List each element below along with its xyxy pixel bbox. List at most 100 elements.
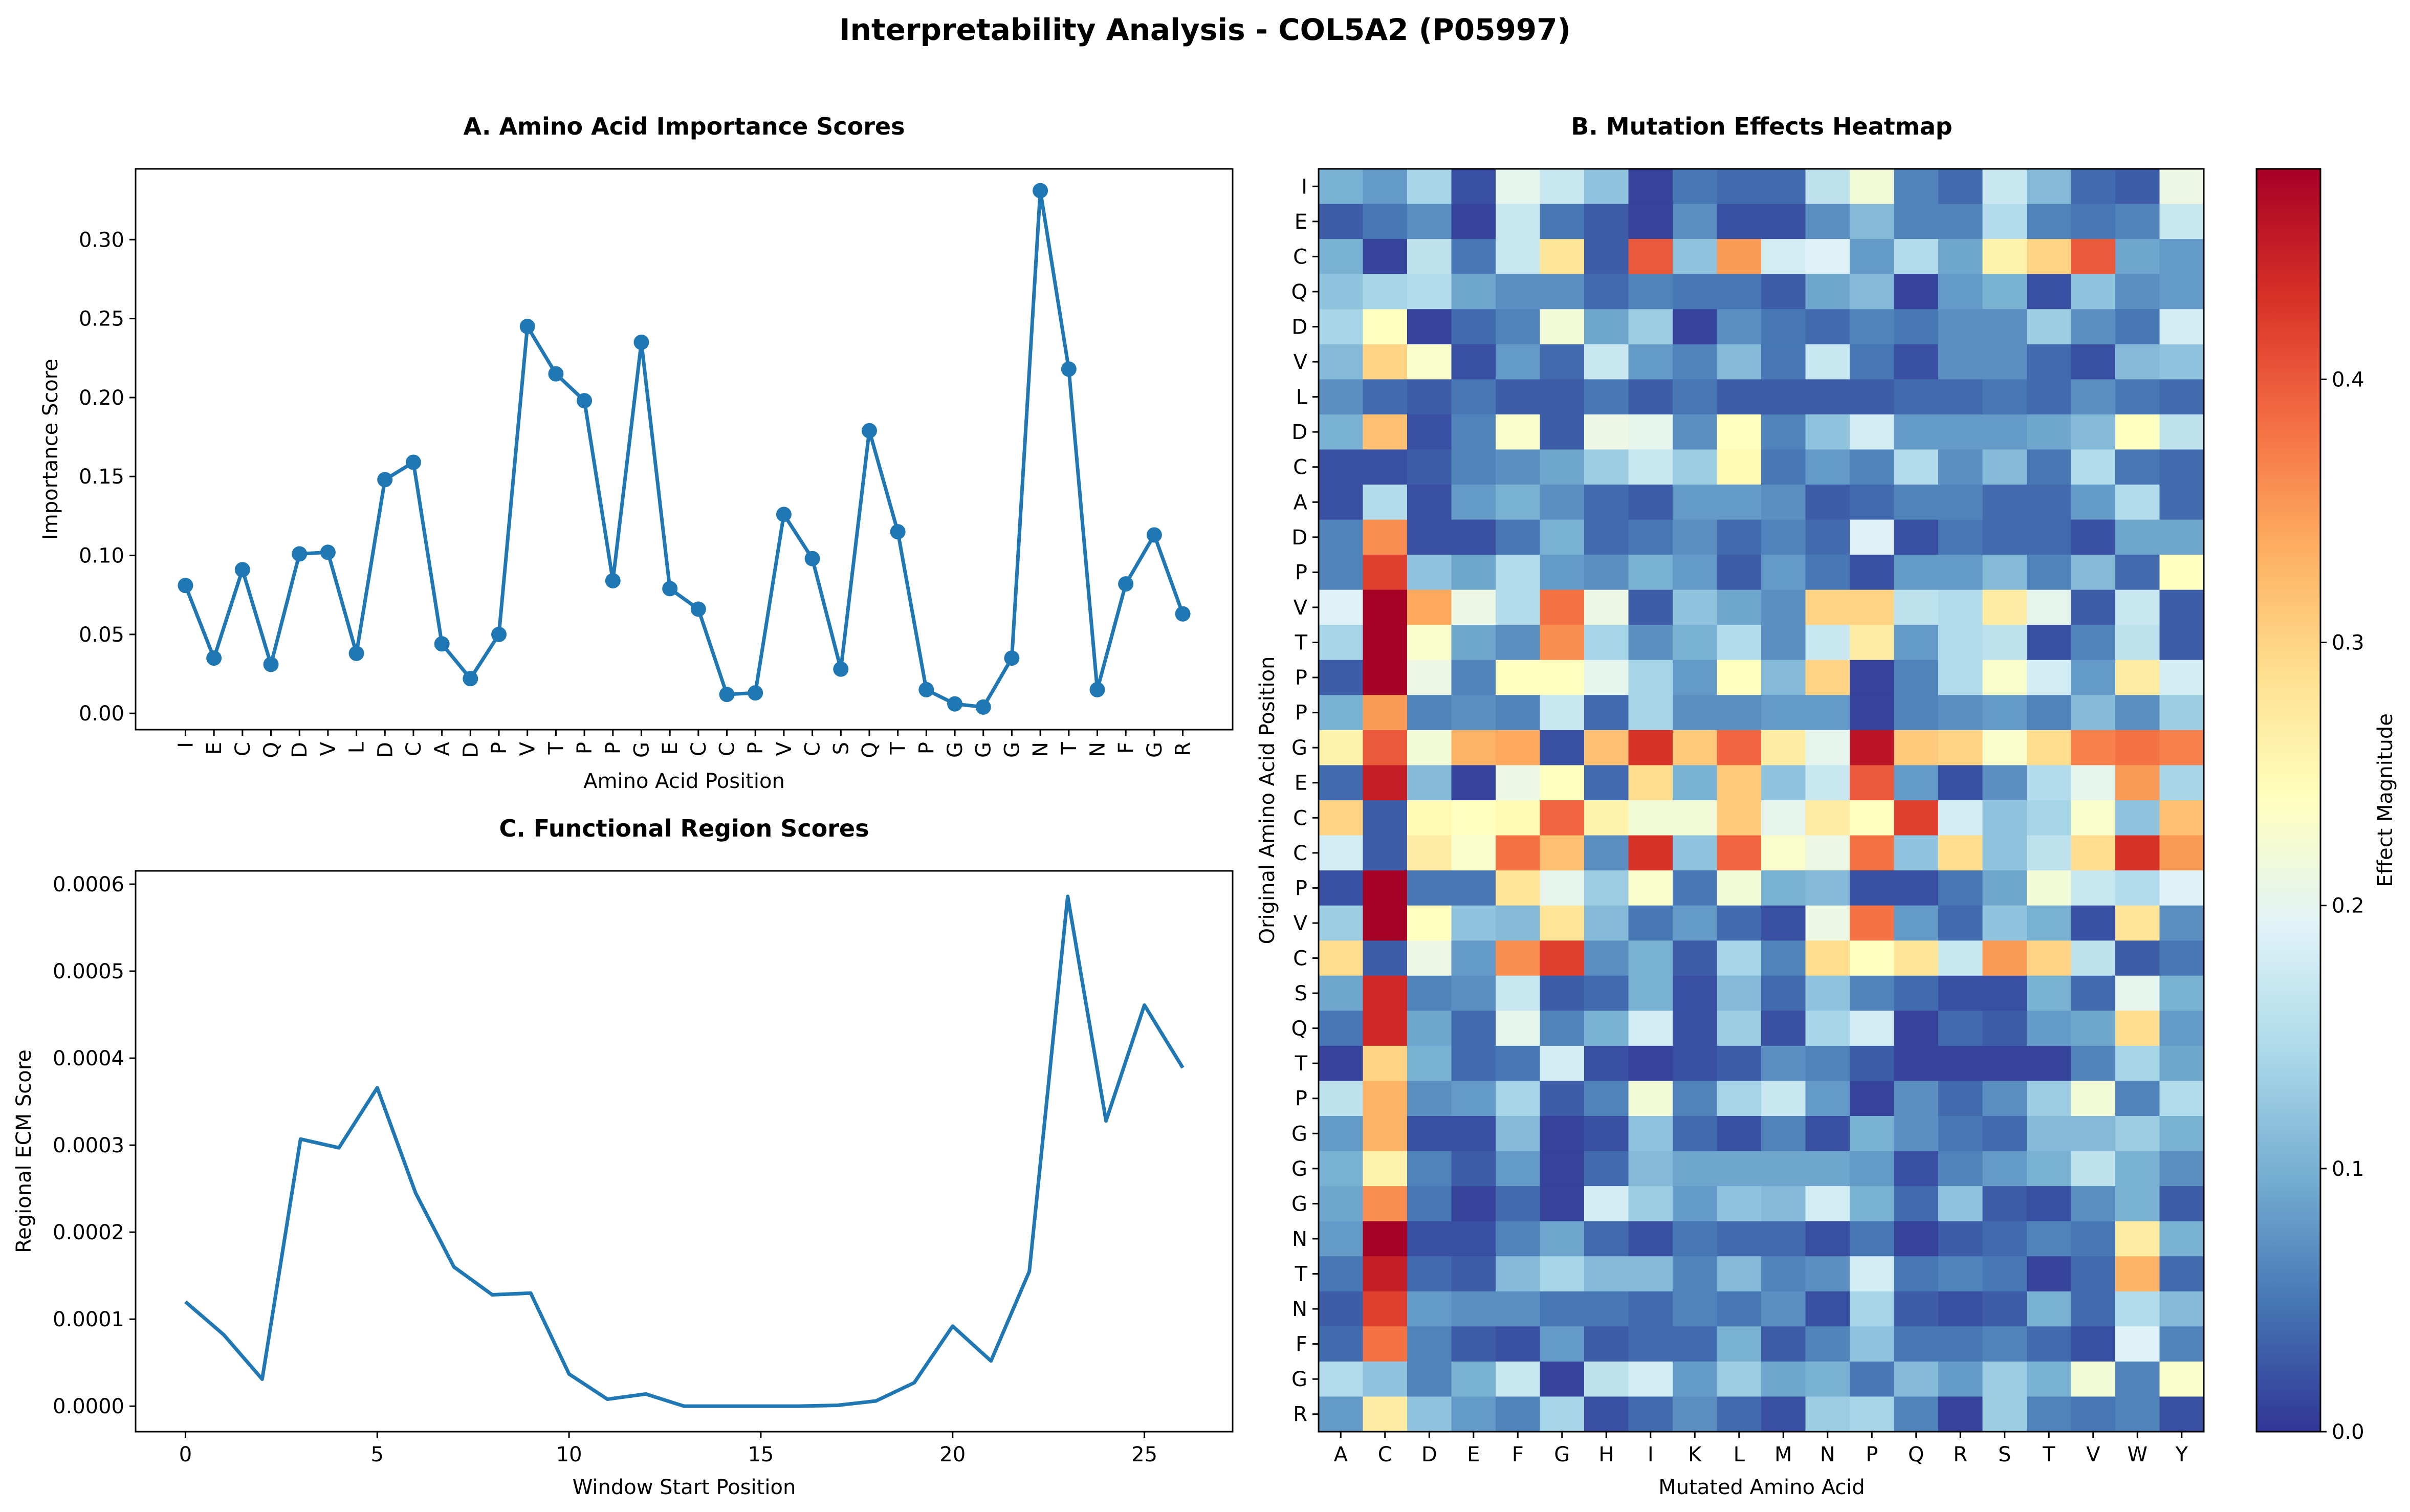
panel-a-point xyxy=(519,319,535,335)
panel-a-point xyxy=(348,645,364,661)
heatmap-cell xyxy=(1761,940,1806,976)
heatmap-cell xyxy=(2159,695,2204,731)
heatmap-cell xyxy=(1894,625,1939,661)
heatmap-cell xyxy=(1584,1396,1629,1432)
heatmap-cell xyxy=(1673,1291,1718,1327)
heatmap-cell xyxy=(1319,589,1364,625)
heatmap-cell xyxy=(1717,835,1762,871)
heatmap-cell xyxy=(1805,1116,1850,1152)
heatmap-cell xyxy=(1805,940,1850,976)
heatmap-cell xyxy=(1451,1186,1496,1222)
heatmap-cell xyxy=(1894,1291,1939,1327)
heatmap-cell xyxy=(1451,344,1496,380)
heatmap-cell xyxy=(1894,309,1939,345)
heatmap-cell xyxy=(1496,1256,1541,1292)
heatmap-cell xyxy=(1407,1221,1452,1257)
heatmap-cell xyxy=(1761,239,1806,275)
heatmap-cell xyxy=(2159,519,2204,555)
heatmap-cell xyxy=(1496,800,1541,836)
heatmap-cell xyxy=(1407,695,1452,731)
heatmap-cell xyxy=(1496,449,1541,485)
heatmap-cell xyxy=(1451,1361,1496,1397)
heatmap-cell xyxy=(1938,1081,1983,1116)
heatmap-cell xyxy=(1363,695,1408,731)
heatmap-cell xyxy=(1451,1151,1496,1187)
heatmap-cell xyxy=(1363,1291,1408,1327)
heatmap-cell xyxy=(1407,1291,1452,1327)
panel-a-point xyxy=(377,472,393,488)
panel-a-xtick-label: G xyxy=(1000,742,1024,758)
heatmap-cell xyxy=(1805,835,1850,871)
heatmap-cell xyxy=(1319,835,1364,871)
heatmap-cell xyxy=(1805,695,1850,731)
colorbar: 0.0 0.1 0.2 0.3 0.4 xyxy=(2256,169,2364,1444)
heatmap-cell xyxy=(1938,274,1983,310)
heatmap-cell xyxy=(1850,1081,1895,1116)
heatmap-cell xyxy=(2115,204,2160,239)
heatmap-cell xyxy=(1496,940,1541,976)
heatmap-row-label: N xyxy=(1292,1298,1307,1321)
heatmap-cell xyxy=(1850,1116,1895,1152)
heatmap-cell xyxy=(1673,379,1718,415)
heatmap-cell xyxy=(2027,1011,2072,1046)
heatmap-cell xyxy=(1717,169,1762,205)
heatmap-cell xyxy=(1982,1256,2027,1292)
heatmap-cell xyxy=(1894,800,1939,836)
heatmap-cell xyxy=(1894,1221,1939,1257)
heatmap-cell xyxy=(1982,1186,2027,1222)
heatmap-cell xyxy=(1673,1186,1718,1222)
heatmap-cell xyxy=(1982,379,2027,415)
heatmap-cell xyxy=(1982,765,2027,801)
heatmap-cell xyxy=(1540,1221,1585,1257)
heatmap-col-label: Q xyxy=(1908,1443,1924,1466)
heatmap-cell xyxy=(1761,344,1806,380)
heatmap-cell xyxy=(1319,519,1364,555)
heatmap-cell xyxy=(1850,1291,1895,1327)
heatmap-cell xyxy=(1540,800,1585,836)
heatmap-cell xyxy=(1805,1186,1850,1222)
heatmap-row-label: L xyxy=(1296,386,1308,409)
heatmap-cell xyxy=(1938,800,1983,836)
heatmap-cell xyxy=(1982,239,2027,275)
panel-c-ytick-label: 0.0005 xyxy=(53,960,124,983)
heatmap-cell xyxy=(1894,1326,1939,1362)
heatmap-cell xyxy=(1540,204,1585,239)
heatmap-cell xyxy=(1761,695,1806,731)
heatmap-cell xyxy=(1938,870,1983,906)
heatmap-cell xyxy=(2159,800,2204,836)
panel-c-xtick-label: 20 xyxy=(939,1443,966,1466)
heatmap-cell xyxy=(1584,1151,1629,1187)
heatmap-cell xyxy=(1496,975,1541,1011)
heatmap-cell xyxy=(1850,1256,1895,1292)
heatmap-cell xyxy=(1363,485,1408,520)
heatmap-cell xyxy=(1363,1045,1408,1082)
panel-a-xtick-label: P xyxy=(488,742,511,754)
panel-a-point xyxy=(776,507,792,522)
heatmap-cell xyxy=(1761,625,1806,661)
heatmap-cell xyxy=(1496,765,1541,801)
panel-a-point xyxy=(491,626,507,642)
heatmap-cell xyxy=(1363,414,1408,450)
heatmap-cell xyxy=(1982,1396,2027,1432)
heatmap-col-label: M xyxy=(1774,1443,1792,1466)
heatmap-cell xyxy=(1540,414,1585,450)
heatmap-cell xyxy=(1673,730,1718,766)
heatmap-cell xyxy=(1319,905,1364,941)
heatmap-cell xyxy=(1717,905,1762,941)
heatmap-cell xyxy=(1761,870,1806,906)
heatmap-cell xyxy=(1938,1186,1983,1222)
heatmap-cell xyxy=(1319,204,1364,239)
heatmap-cell xyxy=(1407,800,1452,836)
heatmap-cell xyxy=(2027,1361,2072,1397)
heatmap-cell xyxy=(2159,1291,2204,1327)
heatmap-cell xyxy=(1496,309,1541,345)
heatmap-cell xyxy=(1584,905,1629,941)
heatmap-cell xyxy=(2115,1326,2160,1362)
heatmap-cell xyxy=(1451,1396,1496,1432)
heatmap-cell xyxy=(1982,1045,2027,1082)
heatmap-cell xyxy=(2027,1396,2072,1432)
heatmap-cell xyxy=(1805,730,1850,766)
heatmap-row-label: C xyxy=(1293,456,1307,479)
heatmap-cell xyxy=(1717,660,1762,695)
heatmap-cell xyxy=(2159,239,2204,275)
